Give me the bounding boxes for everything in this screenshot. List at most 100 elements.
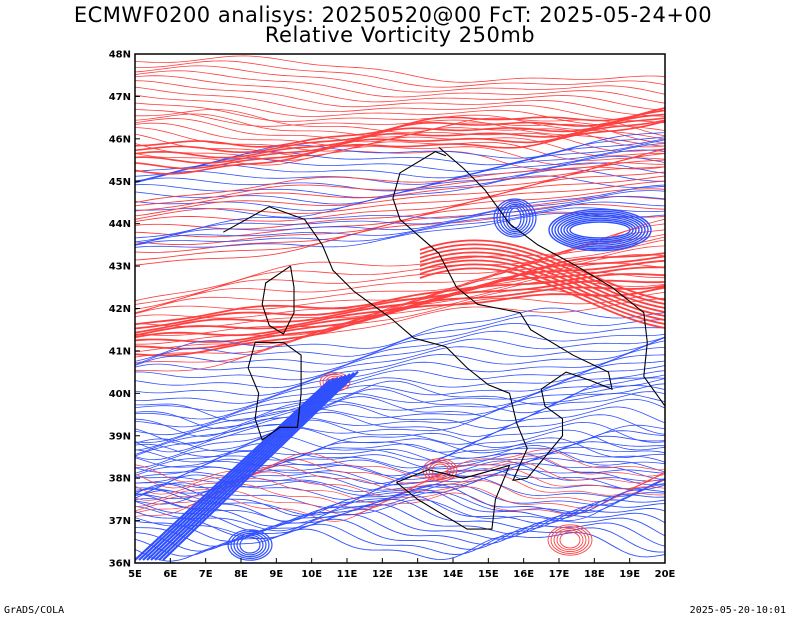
vorticity-contours — [135, 55, 665, 562]
lat-label: 40N — [109, 389, 131, 400]
contour-line — [135, 449, 665, 483]
contour-ring — [425, 459, 455, 481]
contour-line — [135, 360, 665, 428]
contour-ring — [230, 530, 270, 559]
lon-label: 19E — [619, 569, 640, 580]
lon-label: 14E — [443, 569, 464, 580]
coastline — [223, 150, 613, 481]
lat-label: 41N — [109, 346, 131, 357]
lon-label: 8E — [234, 569, 248, 580]
contour-line — [135, 255, 665, 330]
title-line-1: ECMWF0200 analisys: 20250520@00 FcT: 202… — [73, 3, 713, 27]
contour-ring — [566, 219, 634, 241]
jet-contour — [138, 377, 335, 561]
contour-line — [135, 370, 665, 443]
contour-ring — [236, 534, 264, 556]
contour-line — [135, 119, 665, 170]
coastline — [396, 464, 511, 530]
contour-line — [135, 143, 665, 185]
contour-line — [135, 322, 665, 366]
contour-line — [135, 138, 665, 182]
contour-ring — [547, 524, 593, 556]
lon-label: 13E — [407, 569, 428, 580]
lat-label: 47N — [109, 92, 131, 103]
contour-line — [135, 336, 665, 389]
contour-line — [135, 218, 665, 302]
lat-label: 39N — [109, 431, 131, 442]
contour-line — [135, 385, 665, 455]
contour-line — [135, 122, 665, 152]
contour-line — [135, 201, 665, 246]
contour-line — [135, 437, 665, 479]
contour-line — [135, 184, 665, 239]
jet-contour — [419, 267, 665, 329]
lon-label: 11E — [337, 569, 358, 580]
lat-label: 38N — [109, 474, 131, 485]
contour-ring — [227, 529, 273, 561]
contour-line — [135, 508, 665, 542]
contour-line — [135, 435, 665, 467]
contour-ring — [502, 203, 528, 233]
contour-line — [135, 190, 665, 243]
contour-line — [135, 149, 665, 192]
contour-ring — [499, 202, 531, 235]
lon-label: 10E — [301, 569, 322, 580]
contour-line — [135, 55, 665, 83]
contour-line — [135, 365, 665, 436]
jet-contour — [419, 263, 665, 325]
contour-line — [135, 166, 665, 220]
contour-ring — [560, 215, 640, 245]
contour-line — [135, 340, 665, 404]
contour-line — [135, 109, 665, 153]
lon-label: 20E — [655, 569, 676, 580]
contour-ring — [548, 208, 652, 252]
contour-ring — [569, 221, 631, 239]
contour-line — [135, 203, 665, 261]
jet-contour — [419, 247, 665, 309]
contour-line — [135, 195, 665, 245]
contour-ring — [556, 529, 584, 551]
contour-ring — [551, 210, 649, 250]
contour-ring — [493, 198, 537, 238]
lon-label: 6E — [163, 569, 177, 580]
contour-line — [135, 207, 665, 246]
contour-line — [135, 159, 665, 217]
footer-timestamp: 2025-05-20-10:01 — [689, 605, 786, 616]
jet-contour — [419, 255, 665, 317]
contour-line — [135, 424, 665, 456]
contour-line — [135, 120, 665, 175]
coastline — [247, 341, 302, 441]
lon-label: 9E — [269, 569, 283, 580]
lon-label: 15E — [478, 569, 499, 580]
contour-line — [135, 113, 665, 159]
jet-contour — [158, 372, 355, 561]
lat-label: 37N — [109, 516, 131, 527]
contour-line — [135, 478, 665, 524]
coastlines-and-borders — [223, 146, 665, 530]
contour-line — [135, 262, 665, 336]
contour-ring — [559, 531, 581, 549]
contour-ring — [557, 214, 643, 246]
contour-ring — [496, 200, 534, 236]
contour-ring — [239, 536, 261, 554]
contour-line — [135, 143, 665, 166]
longitude-labels: 5E 6E 7E 8E 9E 10E 11E 12E 13E 14E 15E 16E 17E 18E 19E… — [128, 569, 675, 580]
lon-label: 16E — [513, 569, 534, 580]
contour-line — [135, 60, 665, 88]
contour-line — [135, 239, 665, 315]
jet-contour — [419, 243, 665, 305]
contour-ring — [553, 527, 587, 553]
coastline — [438, 146, 665, 407]
axis-ticks — [134, 53, 666, 564]
contour-line — [135, 297, 665, 372]
contour-line — [135, 80, 665, 117]
contour-line — [135, 86, 665, 124]
contour-ring — [563, 217, 637, 243]
contour-line — [135, 528, 665, 562]
lon-label: 7E — [199, 569, 213, 580]
contour-line — [135, 446, 665, 478]
contour-line — [135, 499, 665, 532]
contour-line — [135, 315, 665, 365]
contour-line — [135, 503, 665, 537]
